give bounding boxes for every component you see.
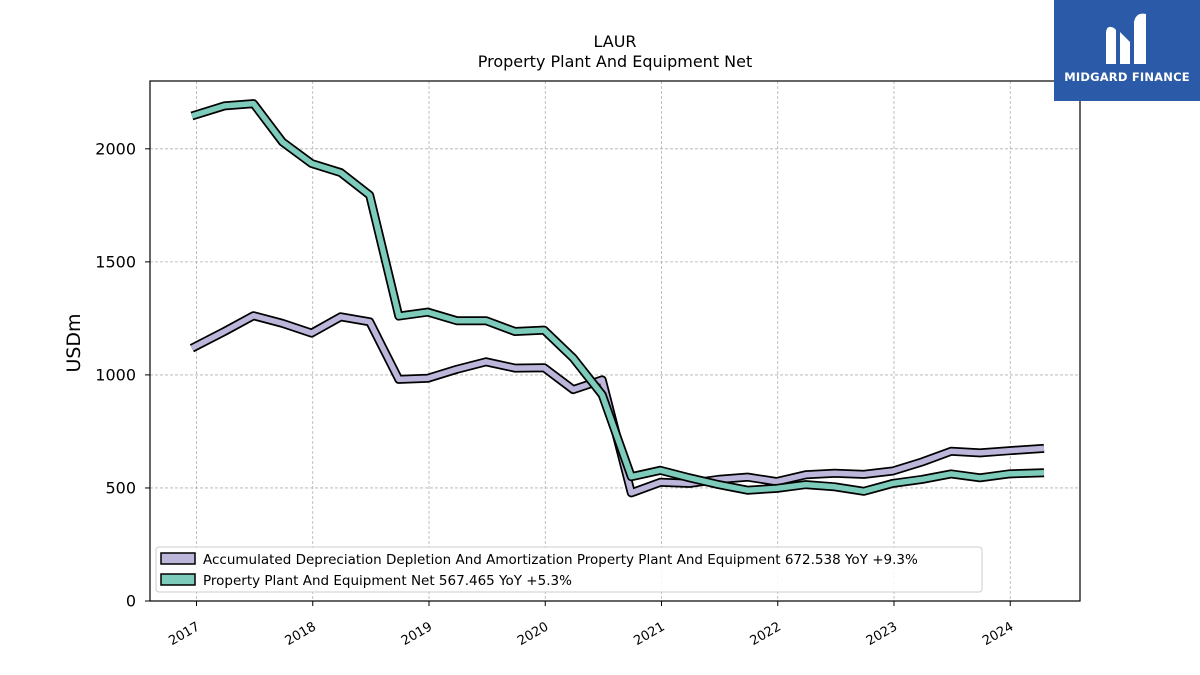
- y-axis: 0 500 1000 1500 2000: [95, 139, 150, 611]
- brand-logo: MIDGARD FINANCE: [1054, 0, 1200, 101]
- y-tick-label: 0: [126, 592, 136, 611]
- y-tick-label: 1500: [95, 252, 136, 271]
- x-tick-label: 2020: [515, 619, 551, 649]
- x-tick-label: 2022: [748, 619, 784, 649]
- legend-label-ppe-net: Property Plant And Equipment Net 567.465…: [203, 573, 572, 589]
- y-tick-label: 2000: [95, 139, 136, 158]
- x-tick-label: 2021: [631, 619, 667, 649]
- y-tick-label: 500: [105, 478, 136, 497]
- legend-label-accumulated-depreciation: Accumulated Depreciation Depletion And A…: [203, 552, 918, 568]
- chart-ticker: LAUR: [593, 32, 636, 51]
- plot-frame: [149, 80, 1081, 602]
- midgard-logo-icon: [1106, 13, 1146, 64]
- x-tick-label: 2017: [166, 619, 202, 649]
- x-tick-label: 2019: [399, 619, 435, 649]
- gridlines: [150, 81, 1080, 601]
- x-tick-label: 2024: [980, 619, 1016, 649]
- series-line-accumulated-depreciation: [190, 312, 1045, 496]
- legend-swatch-ppe-net: [160, 573, 196, 586]
- chart-title: Property Plant And Equipment Net: [478, 52, 753, 71]
- y-tick-label: 1000: [95, 365, 136, 384]
- legend-swatch-accumulated-depreciation: [160, 552, 196, 565]
- x-axis: 2017 2018 2019 2020 2021 2022 2023 2024: [166, 601, 1016, 649]
- y-axis-label: USDm: [63, 313, 85, 372]
- series-line-ppe-net: [191, 100, 1045, 495]
- legend: Accumulated Depreciation Depletion And A…: [155, 546, 983, 593]
- series-group: [189, 99, 1045, 498]
- x-tick-label: 2018: [283, 619, 319, 649]
- brand-name: MIDGARD FINANCE: [1064, 70, 1190, 84]
- x-tick-label: 2023: [864, 619, 900, 649]
- legend-box: [155, 546, 983, 593]
